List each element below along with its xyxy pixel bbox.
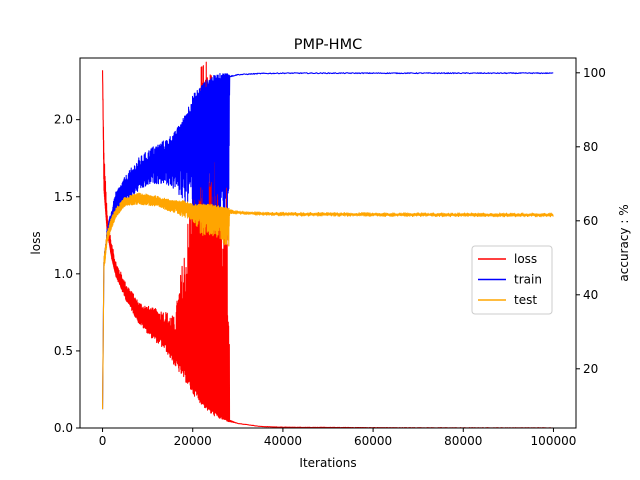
x-axis: 0 20000 40000 60000 80000 100000 <box>99 428 577 448</box>
y-right-tick-label: 80 <box>583 140 598 154</box>
y-right-tick-label: 100 <box>583 66 606 80</box>
y-tick-label: 0.5 <box>54 344 73 358</box>
y-axis-right: 20 40 60 80 100 <box>576 66 606 376</box>
y-axis-label: loss <box>29 231 43 254</box>
x-tick-label: 0 <box>99 434 107 448</box>
legend-label-train: train <box>514 273 542 287</box>
legend: loss train test <box>471 245 553 315</box>
x-tick-label: 40000 <box>264 434 302 448</box>
y-right-tick-label: 20 <box>583 362 598 376</box>
x-tick-label: 60000 <box>354 434 392 448</box>
y-tick-label: 1.5 <box>54 190 73 204</box>
y-tick-label: 2.0 <box>54 113 73 127</box>
series-line-train <box>102 72 554 410</box>
legend-box <box>471 245 553 315</box>
plot-frame <box>79 57 577 429</box>
x-tick-label: 100000 <box>531 434 577 448</box>
legend-label-test: test <box>514 293 537 307</box>
y-right-tick-label: 40 <box>583 288 598 302</box>
y-tick-label: 1.0 <box>54 267 73 281</box>
legend-label-loss: loss <box>514 252 537 266</box>
x-axis-label: Iterations <box>299 456 356 470</box>
y-axis-right-label: accuracy : % <box>617 204 631 281</box>
y-tick-label: 0.0 <box>54 421 73 435</box>
x-tick-label: 20000 <box>174 434 212 448</box>
series-line-test <box>102 192 554 410</box>
chart-title: PMP-HMC <box>294 37 362 53</box>
y-right-tick-label: 60 <box>583 214 598 228</box>
x-tick-label: 80000 <box>444 434 482 448</box>
y-axis-left: 0.0 0.5 1.0 1.5 2.0 <box>54 113 80 435</box>
